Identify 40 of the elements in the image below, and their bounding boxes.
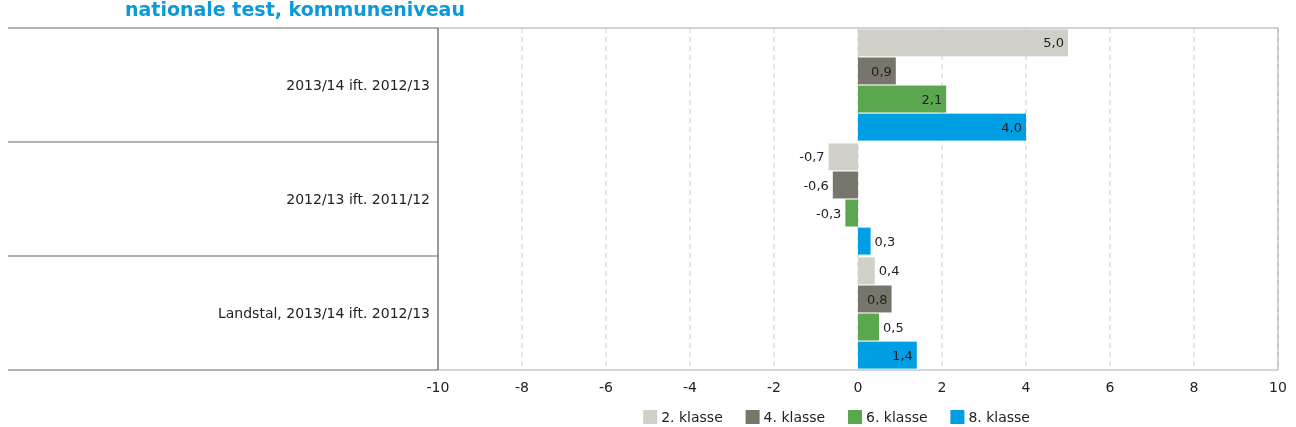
data-label: 4,0 — [1001, 119, 1022, 135]
data-label: 1,4 — [892, 347, 913, 363]
data-label: -0,3 — [816, 205, 842, 221]
data-label: 0,8 — [866, 291, 888, 307]
bar — [858, 57, 896, 85]
bar — [858, 285, 892, 313]
x-tick-label: 4 — [1021, 379, 1031, 395]
legend-label: 2. klasse — [661, 408, 723, 425]
legend-label: 4. klasse — [763, 408, 826, 425]
bar — [858, 341, 917, 369]
bar — [858, 85, 947, 113]
bar — [858, 113, 1026, 141]
x-tick-label: 6 — [1105, 379, 1115, 395]
x-tick-label: 2 — [937, 379, 947, 395]
bar — [858, 227, 871, 255]
data-label: -0,7 — [799, 149, 825, 165]
y-tick-label: 2013/14 ift. 2012/13 — [286, 76, 430, 93]
legend-label: 6. klasse — [866, 408, 928, 425]
data-label: 0,5 — [883, 319, 904, 335]
data-label: 0,4 — [878, 263, 900, 279]
chart-title: nationale test, kommuneniveau — [125, 0, 465, 20]
x-tick-label: 8 — [1189, 379, 1199, 395]
y-tick-label: 2012/13 ift. 2011/12 — [286, 190, 430, 207]
x-tick-label: -10 — [426, 379, 450, 395]
bar — [858, 313, 879, 341]
data-label: -0,6 — [803, 177, 829, 193]
bar — [832, 171, 858, 199]
data-label: 2,1 — [921, 91, 943, 107]
x-tick-label: -8 — [515, 379, 529, 395]
x-tick-label: 0 — [853, 379, 863, 395]
x-tick-label: -2 — [767, 379, 781, 395]
data-label: 5,0 — [1043, 35, 1064, 51]
x-tick-label: 10 — [1269, 379, 1287, 395]
data-label: 0,3 — [874, 233, 896, 249]
data-label: 0,9 — [871, 63, 892, 79]
y-tick-label: Landstal, 2013/14 ift. 2012/13 — [217, 304, 430, 321]
bar — [845, 199, 858, 227]
x-tick-label: -6 — [599, 379, 614, 395]
legend-label: 8. klasse — [968, 408, 1030, 425]
x-tick-label: -4 — [683, 379, 698, 395]
